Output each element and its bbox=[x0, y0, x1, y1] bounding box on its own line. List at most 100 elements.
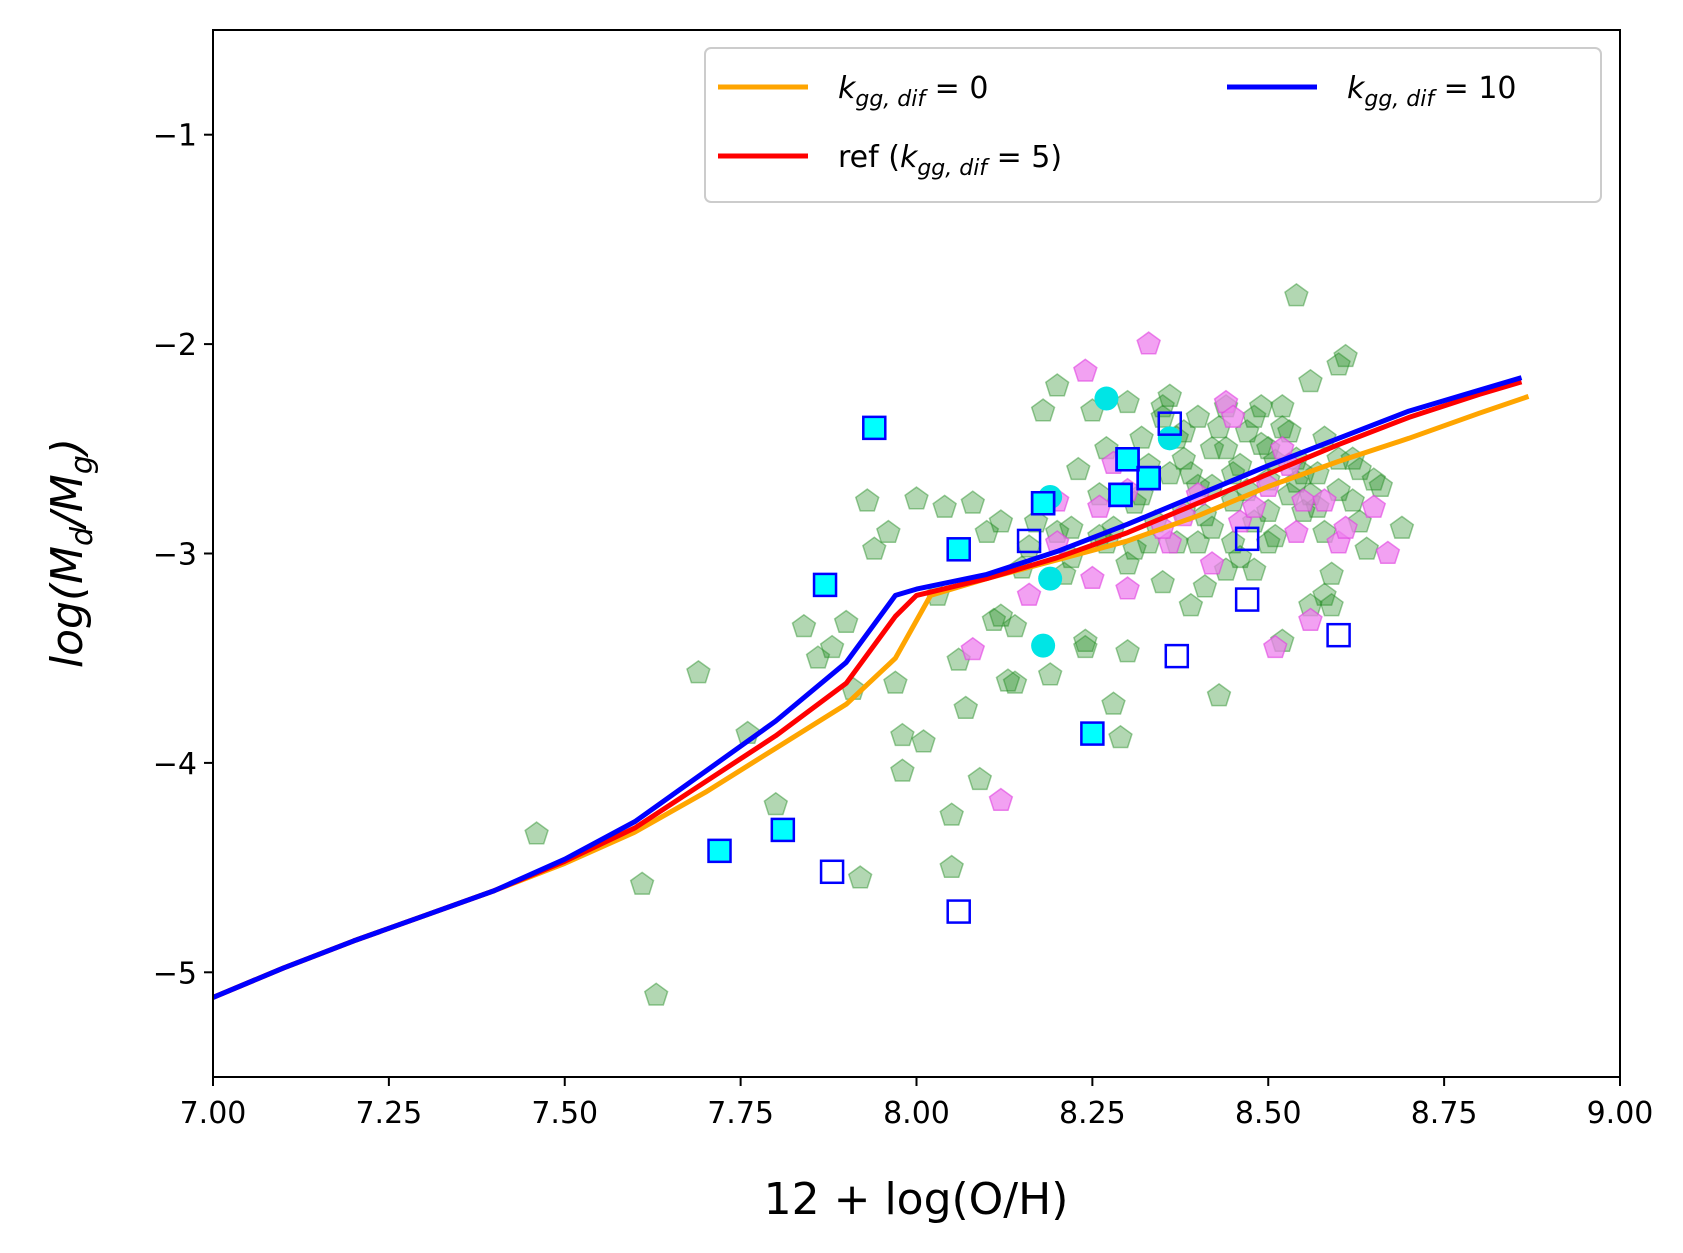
green-pentagon-point bbox=[1178, 592, 1204, 617]
green-pentagon-point bbox=[791, 613, 817, 638]
green-pentagon-point bbox=[1319, 561, 1344, 585]
x-tick-label: 7.50 bbox=[531, 1096, 598, 1131]
green-pentagon-point bbox=[1073, 634, 1098, 659]
green-pentagon-point bbox=[1037, 662, 1063, 686]
green-pentagon-point bbox=[629, 871, 655, 895]
x-tick-label: 9.00 bbox=[1587, 1096, 1654, 1131]
green-pentagon-point bbox=[890, 722, 915, 747]
legend-label-k10: kgg, dif = 10 bbox=[1347, 71, 1517, 112]
green-pentagon-point bbox=[1059, 515, 1084, 539]
magenta-pentagon-point bbox=[1375, 540, 1401, 564]
cyan-circle-point bbox=[1038, 566, 1063, 591]
magenta-pentagon-point bbox=[1016, 582, 1042, 606]
green-pentagon-point bbox=[1312, 582, 1337, 606]
magenta-pentagon-point bbox=[1291, 488, 1316, 512]
y-label-part-3: ) bbox=[42, 438, 93, 458]
legend-label-ref: ref (kgg, dif = 5) bbox=[838, 140, 1062, 181]
filled-square-point bbox=[946, 537, 971, 562]
green-pentagon-point bbox=[1298, 368, 1323, 393]
y-label-sub-d: d bbox=[65, 526, 100, 546]
filled-square-point bbox=[1115, 447, 1140, 472]
green-pentagon-point bbox=[1150, 393, 1175, 418]
green-pentagon-point bbox=[819, 634, 845, 659]
magenta-pentagon-point bbox=[988, 787, 1014, 812]
cyan-circle-point bbox=[1157, 426, 1182, 451]
y-label-part-2: /M bbox=[42, 474, 93, 531]
green-pentagon-point bbox=[1213, 435, 1239, 460]
green-pentagon-point bbox=[1347, 456, 1372, 481]
open-square-point bbox=[1164, 643, 1190, 669]
green-pentagon-point bbox=[1023, 509, 1049, 533]
green-pentagon-point bbox=[847, 865, 873, 889]
y-axis: −1 −2 −3 −4 −5 bbox=[153, 119, 213, 991]
green-pentagon-point bbox=[904, 486, 929, 510]
green-pentagon-point bbox=[862, 536, 887, 560]
green-pentagon-point bbox=[1178, 460, 1204, 485]
y-tick-label: −1 bbox=[153, 119, 197, 154]
x-tick-label: 7.00 bbox=[180, 1096, 247, 1131]
green-pentagon-point bbox=[854, 488, 880, 512]
magenta-pentagon-point bbox=[1312, 488, 1337, 512]
green-pentagon-point bbox=[1185, 530, 1211, 554]
green-pentagon-point bbox=[1284, 282, 1309, 307]
green-pentagon-point bbox=[1333, 343, 1358, 368]
filled-square-point bbox=[1108, 482, 1133, 508]
cyan-circle-point bbox=[1031, 633, 1056, 658]
filled-square-point bbox=[862, 415, 887, 441]
green-pentagon-point bbox=[1248, 393, 1274, 418]
filled-square-point bbox=[1136, 465, 1161, 491]
x-tick-label: 8.75 bbox=[1411, 1096, 1478, 1131]
green-pentagon-point bbox=[1066, 456, 1091, 481]
green-pentagon-point bbox=[1199, 435, 1225, 460]
green-pentagon-point bbox=[1199, 515, 1225, 539]
filled-square-point bbox=[770, 817, 796, 843]
x-tick-label: 8.25 bbox=[1059, 1096, 1126, 1131]
y-tick-label: −3 bbox=[153, 538, 197, 573]
y-label-part-1: log(M bbox=[42, 546, 93, 668]
green-pentagon-point bbox=[967, 766, 993, 791]
y-tick-label: −4 bbox=[153, 747, 197, 782]
green-pentagon-point bbox=[890, 758, 915, 782]
green-pentagon-point bbox=[643, 982, 669, 1006]
green-pentagon-point bbox=[1354, 536, 1380, 560]
lines-layer bbox=[213, 375, 1530, 1000]
magenta-pentagon-point bbox=[1333, 515, 1358, 539]
green-pentagon-point bbox=[1044, 373, 1070, 397]
y-tick-label: −5 bbox=[153, 956, 197, 991]
open-square-point bbox=[1234, 526, 1260, 552]
magenta-pentagon-point bbox=[1136, 331, 1161, 355]
green-pentagon-point bbox=[1073, 628, 1098, 652]
green-pentagon-point bbox=[939, 854, 964, 879]
magenta-pentagon-point bbox=[1241, 494, 1267, 518]
green-pentagon-point bbox=[1220, 530, 1246, 554]
green-pentagon-point bbox=[995, 668, 1021, 692]
open-square-point bbox=[1115, 447, 1140, 472]
green-pentagon-point bbox=[1129, 425, 1154, 449]
magenta-pentagon-point bbox=[1284, 519, 1309, 544]
filled-square-point bbox=[707, 838, 732, 864]
green-pentagon-point bbox=[911, 729, 936, 753]
green-pentagon-point bbox=[833, 609, 859, 634]
plot-area bbox=[213, 282, 1530, 1006]
green-pentagon-point bbox=[932, 494, 957, 518]
filled-square-point bbox=[1080, 721, 1105, 746]
green-pentagon-point bbox=[1030, 398, 1056, 422]
green-pentagon-point bbox=[981, 607, 1007, 631]
magenta-pentagon-point bbox=[1263, 634, 1288, 659]
green-pentagon-point bbox=[1002, 670, 1028, 694]
green-pentagon-point bbox=[763, 791, 789, 816]
magenta-pentagon-point bbox=[1220, 404, 1246, 428]
x-tick-label: 7.75 bbox=[707, 1096, 774, 1131]
x-tick-label: 8.50 bbox=[1235, 1096, 1302, 1131]
green-pentagon-point bbox=[1150, 569, 1175, 594]
green-pentagon-point bbox=[1248, 431, 1274, 456]
y-axis-label: log(Md/Mg) bbox=[42, 438, 100, 668]
green-pentagon-point bbox=[1361, 467, 1387, 491]
green-pentagon-point bbox=[1002, 613, 1028, 638]
open-square-point bbox=[819, 859, 845, 885]
green-pentagon-point bbox=[1241, 557, 1267, 581]
legend-label-k0: kgg, dif = 0 bbox=[838, 71, 988, 112]
green-pentagon-point bbox=[1227, 544, 1253, 569]
y-label-sub-g: g bbox=[65, 455, 100, 474]
green-pentagon-point bbox=[1368, 473, 1394, 497]
